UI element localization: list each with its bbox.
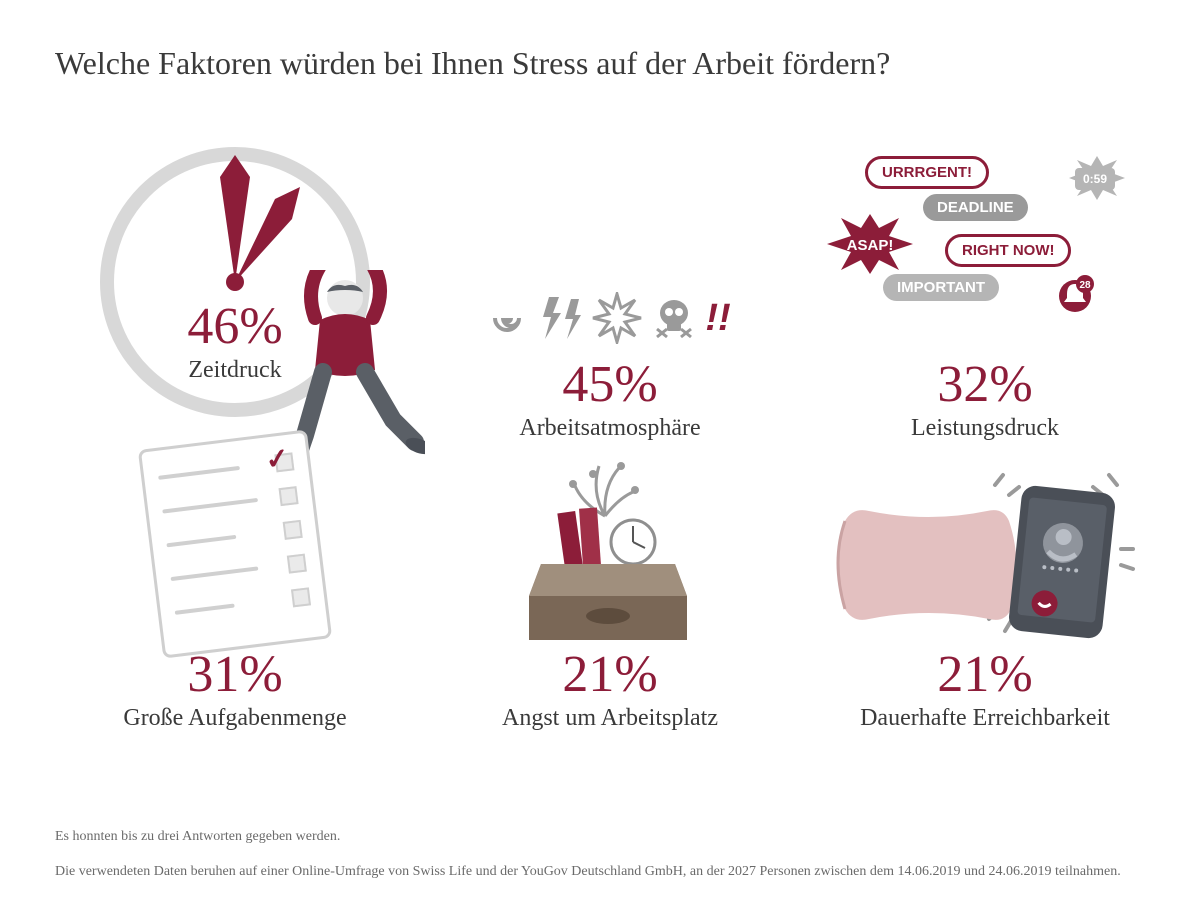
timer-badge: 0:59 xyxy=(1075,168,1115,190)
burst-asap-icon: ASAP! xyxy=(827,214,913,274)
bubble-rightnow: RIGHT NOW! xyxy=(945,234,1071,267)
pct-value: 21% xyxy=(937,649,1032,701)
page-title: Welche Faktoren würden bei Ihnen Stress … xyxy=(55,45,1145,82)
svg-text:ASAP!: ASAP! xyxy=(847,237,894,254)
footnote-1: Es honnten bis zu drei Antworten gegeben… xyxy=(55,829,340,845)
skull-icon xyxy=(651,295,697,341)
pct-value: 45% xyxy=(562,359,657,411)
infographic-grid: 46% Zeitdruck xyxy=(55,122,1145,732)
spiral-icon xyxy=(489,298,529,338)
footnote-2: Die verwendeten Daten beruhen auf einer … xyxy=(55,864,1121,880)
bubbles-icon: URRRGENT! 0:59 DEADLINE ASAP! RIGHT NOW!… xyxy=(835,156,1135,326)
svg-text:28: 28 xyxy=(1079,280,1091,291)
item-arbeitsplatz: 21% Angst um Arbeitsplatz xyxy=(425,452,795,732)
item-aufgabenmenge: ✓ 31% Große Aufgabenmenge xyxy=(55,452,415,732)
burst-icon xyxy=(591,292,643,344)
pct-label: Leistungsdruck xyxy=(911,415,1059,442)
item-leistungsdruck: URRRGENT! 0:59 DEADLINE ASAP! RIGHT NOW!… xyxy=(805,122,1165,442)
pct-label: Dauerhafte Erreichbarkeit xyxy=(860,705,1110,732)
bubble-deadline: DEADLINE xyxy=(923,194,1028,221)
item-zeitdruck: 46% Zeitdruck xyxy=(55,122,415,442)
notification-badge-icon: 28 xyxy=(1055,274,1095,314)
pillow-phone-icon xyxy=(825,461,1145,641)
item-erreichbarkeit: 21% Dauerhafte Erreichbarkeit xyxy=(805,452,1165,732)
pct-label: Angst um Arbeitsplatz xyxy=(502,705,718,732)
bubble-important: IMPORTANT xyxy=(883,274,999,301)
frustration-icons: !! xyxy=(489,292,730,344)
pct-label: Große Aufgabenmenge xyxy=(123,705,346,732)
pct-value: 32% xyxy=(937,359,1032,411)
exclaim-icon: !! xyxy=(705,297,730,340)
bubble-urgent: URRRGENT! xyxy=(865,156,989,189)
pct-label: Arbeitsatmosphäre xyxy=(519,415,700,442)
pct-value: 21% xyxy=(562,649,657,701)
lightning-icon xyxy=(537,295,583,341)
item-arbeitsatmosphaere: !! 45% Arbeitsatmosphäre xyxy=(425,122,795,442)
box-icon xyxy=(515,456,705,646)
checklist-icon: ✓ xyxy=(138,429,332,658)
pct-value: 31% xyxy=(187,649,282,701)
